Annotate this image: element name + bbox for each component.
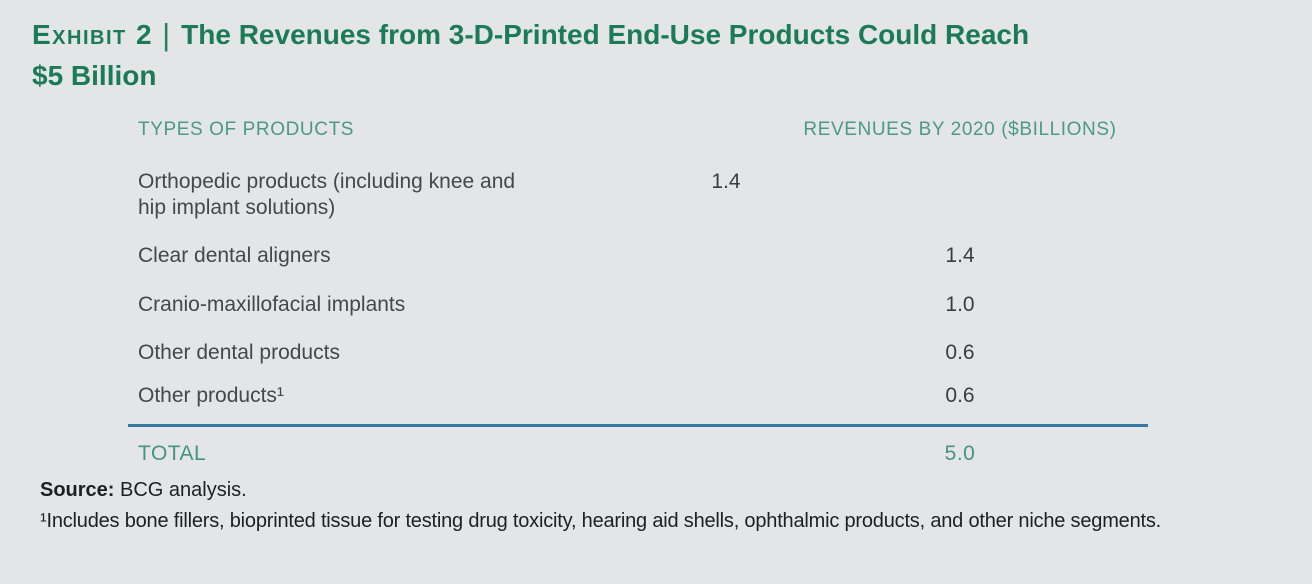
table-row: Orthopedic products (including knee and … [138, 169, 1163, 221]
row-value: 0.6 [945, 341, 975, 364]
row-value: 1.0 [945, 293, 975, 316]
column-header-products: TYPES OF PRODUCTS [138, 119, 355, 140]
table-row: Cranio-maxillofacial implants 1.0 [138, 292, 1163, 318]
exhibit-title-line2: $5 Billion [32, 60, 157, 91]
column-header-revenues: REVENUES BY 2020 ($BILLIONS) [803, 119, 1117, 140]
row-label: Clear dental aligners [138, 244, 331, 267]
exhibit-title-line1: The Revenues from 3-D-Printed End-Use Pr… [181, 19, 1030, 50]
exhibit-separator: | [162, 17, 171, 52]
row-value: 0.6 [945, 384, 975, 407]
row-label: Other dental products [138, 341, 340, 364]
total-label: TOTAL [138, 442, 207, 465]
row-label: Cranio-maxillofacial implants [138, 293, 406, 316]
total-divider [128, 424, 1148, 427]
table-header-row: TYPES OF PRODUCTS REVENUES BY 2020 ($BIL… [138, 119, 1163, 141]
total-row: TOTAL 5.0 [138, 442, 1163, 466]
exhibit-header: Exhibit 2 | The Revenues from 3-D-Printed … [32, 13, 1268, 96]
table-row: Other dental products 0.6 [138, 340, 1163, 366]
row-label: Orthopedic products (including knee and … [138, 170, 516, 219]
source-label: Source: [40, 479, 115, 501]
row-label: Other products¹ [138, 384, 284, 407]
table-row: Other products¹ 0.6 [138, 383, 1163, 409]
footnote: ¹Includes bone fillers, bioprinted tissu… [40, 510, 1162, 532]
table-row: Clear dental aligners 1.4 [138, 243, 1163, 269]
row-value: 1.4 [945, 244, 975, 267]
row-value: 1.4 [711, 170, 741, 193]
total-value: 5.0 [944, 442, 976, 465]
source-text: BCG analysis. [114, 479, 247, 501]
source-line: Source: BCG analysis. [40, 479, 247, 502]
exhibit-label: Exhibit 2 [32, 19, 154, 50]
